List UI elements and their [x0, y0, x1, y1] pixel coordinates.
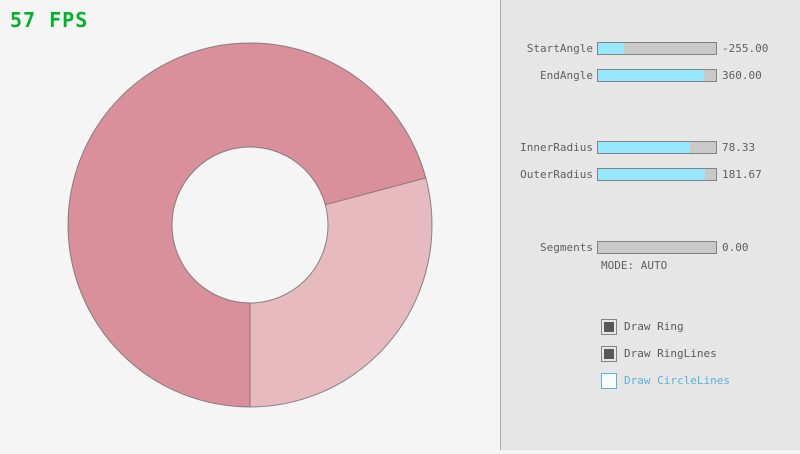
draw-ring-label: Draw Ring — [624, 320, 684, 333]
slider-row-innerradius: InnerRadius 78.33 — [501, 140, 800, 154]
checkbox-check-mark — [604, 321, 614, 332]
checkbox-check-mark — [604, 348, 614, 359]
ring-dark-sector — [68, 43, 426, 408]
draw-circlelines-label: Draw CircleLines — [624, 374, 730, 387]
innerradius-slider-fill — [598, 141, 691, 153]
startangle-slider[interactable] — [597, 41, 717, 55]
draw-canvas: 57 FPS — [10, 8, 433, 408]
startangle-slider-fill — [598, 42, 624, 54]
slider-row-segments: Segments 0.00 — [501, 240, 800, 254]
endangle-slider[interactable] — [597, 68, 717, 82]
segments-value: 0.00 — [722, 240, 749, 254]
segments-mode-text: MODE: AUTO — [601, 259, 668, 272]
checkbox-row-draw-circlelines: Draw CircleLines — [601, 372, 730, 389]
innerradius-slider[interactable] — [597, 140, 717, 154]
segments-label: Segments — [540, 240, 593, 254]
slider-row-startangle: StartAngle -255.00 — [501, 41, 800, 55]
endangle-label: EndAngle — [540, 68, 593, 82]
fps-counter: 57 FPS — [10, 8, 89, 32]
slider-row-endangle: EndAngle 360.00 — [501, 68, 800, 82]
innerradius-value: 78.33 — [722, 140, 756, 154]
ring-inner-outline — [171, 146, 329, 304]
outerradius-slider-fill — [598, 168, 706, 180]
outerradius-slider[interactable] — [597, 167, 717, 181]
ring-outline — [67, 42, 433, 408]
draw-ring-checkbox[interactable] — [601, 318, 617, 335]
segments-slider[interactable] — [597, 240, 717, 254]
control-panel: StartAngle -255.00 EndAngle 360.00 Inner… — [500, 0, 800, 450]
ring-figure — [67, 42, 433, 408]
draw-ringlines-checkbox[interactable] — [601, 345, 617, 362]
ring-edge-line-right — [325, 177, 426, 206]
startangle-label: StartAngle — [526, 41, 593, 55]
innerradius-label: InnerRadius — [520, 140, 593, 154]
outerradius-value: 181.67 — [722, 167, 762, 181]
checkbox-row-draw-ring: Draw Ring — [601, 318, 684, 335]
outerradius-label: OuterRadius — [520, 167, 593, 181]
startangle-value: -255.00 — [722, 41, 769, 55]
endangle-slider-fill — [598, 69, 705, 81]
slider-row-outerradius: OuterRadius 181.67 — [501, 167, 800, 181]
draw-circlelines-checkbox[interactable] — [601, 372, 617, 389]
checkbox-row-draw-ringlines: Draw RingLines — [601, 345, 717, 362]
draw-ringlines-label: Draw RingLines — [624, 347, 717, 360]
ring-light-sector — [250, 177, 433, 407]
endangle-value: 360.00 — [722, 68, 762, 82]
